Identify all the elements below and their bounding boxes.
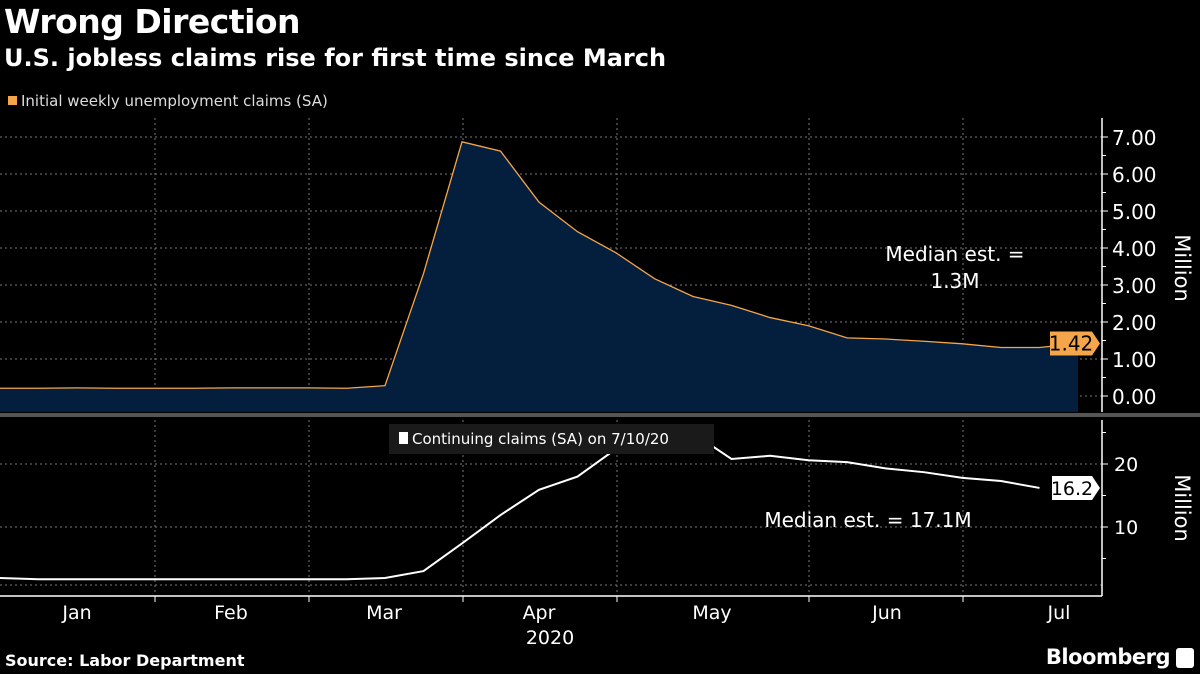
y-tick-label: 3.00 <box>1112 274 1157 298</box>
x-tick-label: Apr <box>523 602 556 624</box>
median-estimate-initial-value: 1.3M <box>930 269 979 293</box>
x-tick-label: May <box>692 602 731 624</box>
x-tick-label: Jul <box>1047 602 1071 624</box>
bloomberg-logo: Bloomberg <box>1045 645 1171 669</box>
last-value-continuing: 16.2 <box>1051 478 1093 500</box>
median-estimate-initial: Median est. = <box>885 242 1024 266</box>
chart-title: Wrong Direction <box>4 2 301 41</box>
chart-subtitle: U.S. jobless claims rise for first time … <box>4 44 667 72</box>
x-tick-label: Feb <box>214 602 248 624</box>
y-tick-label: 10 <box>1114 517 1138 539</box>
legend-swatch-icon <box>8 96 17 105</box>
last-value-tag-initial <box>1050 331 1100 356</box>
x-tick-label: Mar <box>366 602 402 624</box>
y-tick-label: 1.00 <box>1112 348 1157 372</box>
y-tick-label: 4.00 <box>1112 237 1157 261</box>
legend-swatch-icon <box>399 432 408 444</box>
x-axis-year: 2020 <box>526 627 574 649</box>
legend-continuing-box <box>389 424 714 454</box>
median-estimate-continuing: Median est. = 17.1M <box>764 508 971 532</box>
x-tick-label: Jun <box>871 602 902 624</box>
last-value-tag-continuing <box>1052 475 1100 500</box>
last-value-initial: 1.42 <box>1049 331 1094 355</box>
y-tick-label: 7.00 <box>1112 126 1157 150</box>
y-axis-unit-bottom: Million <box>1170 474 1194 542</box>
legend-initial-claims: Initial weekly unemployment claims (SA) <box>8 92 328 110</box>
y-tick-label: 5.00 <box>1112 200 1157 224</box>
bloomberg-terminal-icon <box>1176 648 1194 668</box>
panel-divider <box>0 413 1200 417</box>
legend-continuing-label: Continuing claims (SA) on 7/10/20 <box>412 430 669 448</box>
source-note: Source: Labor Department <box>5 651 245 670</box>
y-tick-label: 6.00 <box>1112 163 1157 187</box>
y-tick-label: 2.00 <box>1112 311 1157 335</box>
x-tick-label: Jan <box>61 602 91 624</box>
initial-claims-area <box>0 141 1078 412</box>
y-tick-label: 0.00 <box>1112 385 1157 409</box>
y-tick-label: 20 <box>1114 454 1138 476</box>
legend-label: Initial weekly unemployment claims (SA) <box>21 92 328 110</box>
continuing-claims-line <box>0 432 1040 581</box>
y-axis-unit-top: Million <box>1170 234 1194 302</box>
